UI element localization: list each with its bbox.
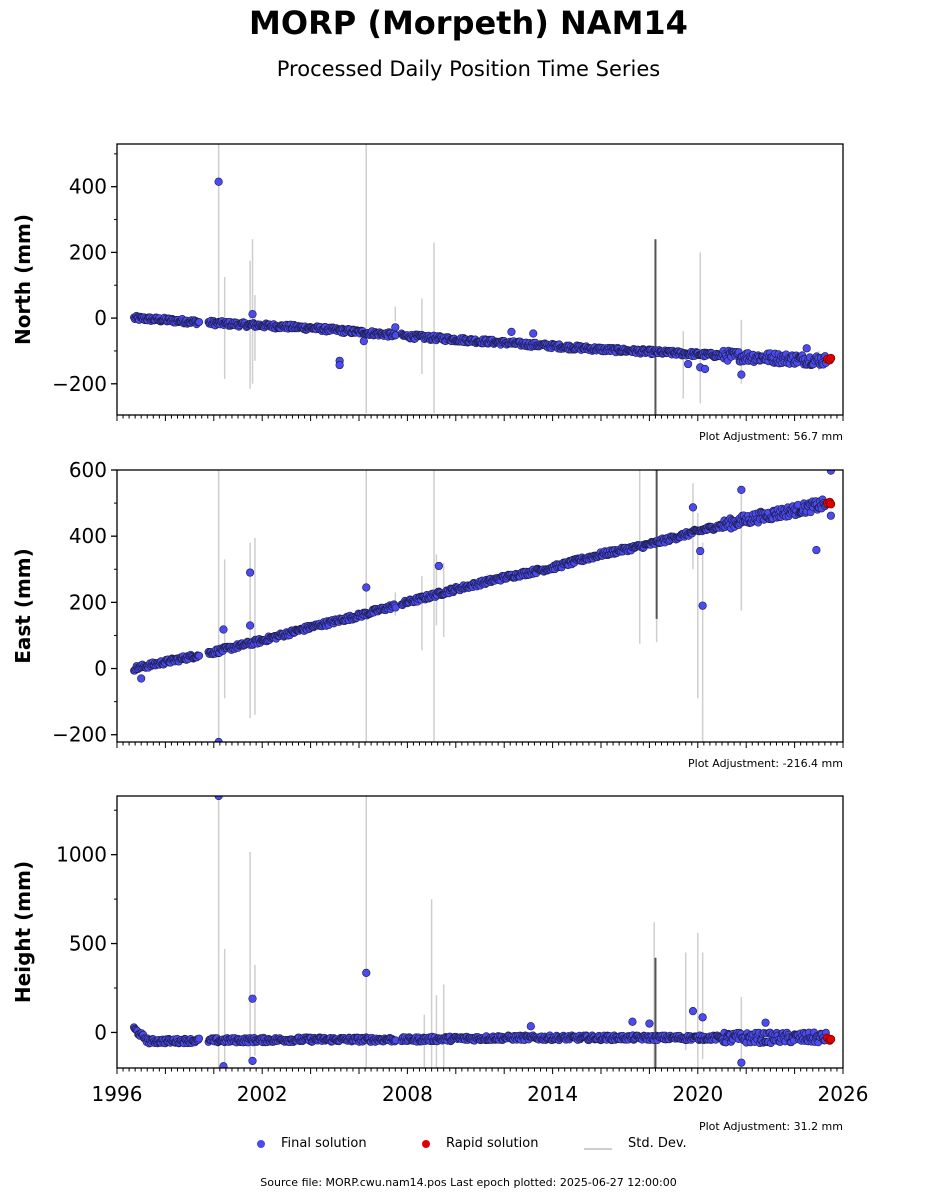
final-point (359, 336, 368, 346)
rapid-point (826, 499, 836, 509)
final-point (362, 583, 371, 592)
plot-area (130, 144, 836, 415)
plot-adjustment: Plot Adjustment: 31.2 mm (699, 1120, 843, 1133)
plot-adjustment: Plot Adjustment: 56.7 mm (699, 430, 843, 443)
plot-adjustment: Plot Adjustment: -216.4 mm (688, 757, 843, 770)
y-axis-label: Height (mm) (11, 861, 35, 1003)
panel-2: −200 0 200 400 600 East (mm) Plot Adjustment: … (11, 458, 844, 770)
y-axis-label: North (mm) (11, 214, 35, 345)
final-point (391, 323, 400, 332)
final-point (698, 601, 707, 610)
x-tick-label: 1996 (92, 1082, 143, 1106)
legend-final: Final solution (257, 1136, 367, 1151)
y-tick-label: 400 (69, 175, 107, 199)
y-tick-label: −200 (52, 723, 107, 747)
final-point (219, 1062, 228, 1068)
final-point (645, 1019, 654, 1028)
final-point (628, 1017, 637, 1026)
axes-frame (116, 143, 844, 416)
y-axis-label: East (mm) (11, 548, 35, 664)
panel-3: 0 500 1000 1996 2002 2008 2014 2020 2026 Height (… (11, 795, 869, 1133)
final-point (737, 485, 746, 494)
y-tick-label: 0 (94, 306, 107, 330)
legend-rapid-label: Rapid solution (446, 1136, 539, 1151)
final-point (248, 310, 257, 319)
legend: Final solution Rapid solution Std. Dev. (0, 1136, 937, 1158)
final-point (684, 359, 693, 369)
y-tick-label: 500 (69, 932, 107, 956)
final-point (248, 1056, 257, 1065)
x-tick-label: 2002 (237, 1082, 288, 1106)
final-point (698, 1013, 707, 1022)
plot-area (130, 470, 836, 742)
final-point (700, 364, 710, 374)
final-solution-marker (257, 1139, 265, 1148)
final-point (219, 625, 228, 634)
y-tick-label: 400 (69, 524, 107, 548)
final-point (826, 511, 836, 520)
legend-stddev-label: Std. Dev. (628, 1136, 687, 1151)
final-point (362, 968, 371, 977)
y-tick-label: 200 (69, 590, 107, 614)
final-point (214, 177, 223, 186)
final-point (812, 545, 821, 555)
rapid-point (826, 1034, 836, 1044)
final-point (737, 370, 746, 379)
y-tick-label: 1000 (56, 843, 107, 867)
axes-frame (116, 469, 844, 743)
final-point (195, 318, 204, 326)
final-point (688, 503, 698, 512)
chart-subtitle: Processed Daily Position Time Series (276, 57, 661, 81)
rapid-point (826, 353, 836, 363)
x-tick-label: 2014 (527, 1082, 578, 1106)
stddev-line-marker (584, 1147, 612, 1150)
final-point (802, 344, 811, 353)
final-point (335, 360, 344, 370)
chart-title: MORP (Morpeth) NAM14 (249, 4, 688, 42)
rapid-solution-marker (422, 1139, 430, 1148)
legend-final-label: Final solution (281, 1136, 367, 1151)
plot-area (130, 796, 836, 1068)
source-footer: Source file: MORP.cwu.nam14.pos Last epo… (260, 1176, 677, 1189)
y-tick-label: 600 (69, 458, 107, 482)
final-point (529, 329, 538, 338)
final-point (737, 1058, 746, 1067)
panel-1: −200 0 200 400 North (mm) Plot Adjustment: 56… (11, 143, 844, 443)
final-point (248, 994, 257, 1003)
y-tick-label: 0 (94, 1020, 107, 1044)
final-point (507, 327, 516, 336)
final-point (195, 1034, 204, 1043)
final-point (137, 674, 146, 683)
x-tick-label: 2020 (672, 1082, 723, 1106)
final-point (246, 568, 255, 577)
final-point (688, 1007, 698, 1016)
final-point (434, 561, 443, 571)
final-point (526, 1022, 535, 1031)
y-tick-label: 200 (69, 240, 107, 264)
axes-frame (116, 795, 844, 1069)
final-point (696, 546, 705, 556)
legend-stddev: Std. Dev. (584, 1136, 687, 1156)
x-tick-label: 2026 (818, 1082, 869, 1106)
final-point (391, 603, 400, 612)
y-tick-label: −200 (52, 372, 107, 396)
final-point (195, 651, 204, 660)
final-point (826, 470, 835, 475)
final-point (761, 1018, 770, 1027)
final-point (214, 737, 223, 742)
final-point (246, 621, 255, 630)
x-tick-label: 2008 (382, 1082, 433, 1106)
legend-rapid: Rapid solution (422, 1136, 538, 1151)
y-tick-label: 0 (94, 657, 107, 681)
